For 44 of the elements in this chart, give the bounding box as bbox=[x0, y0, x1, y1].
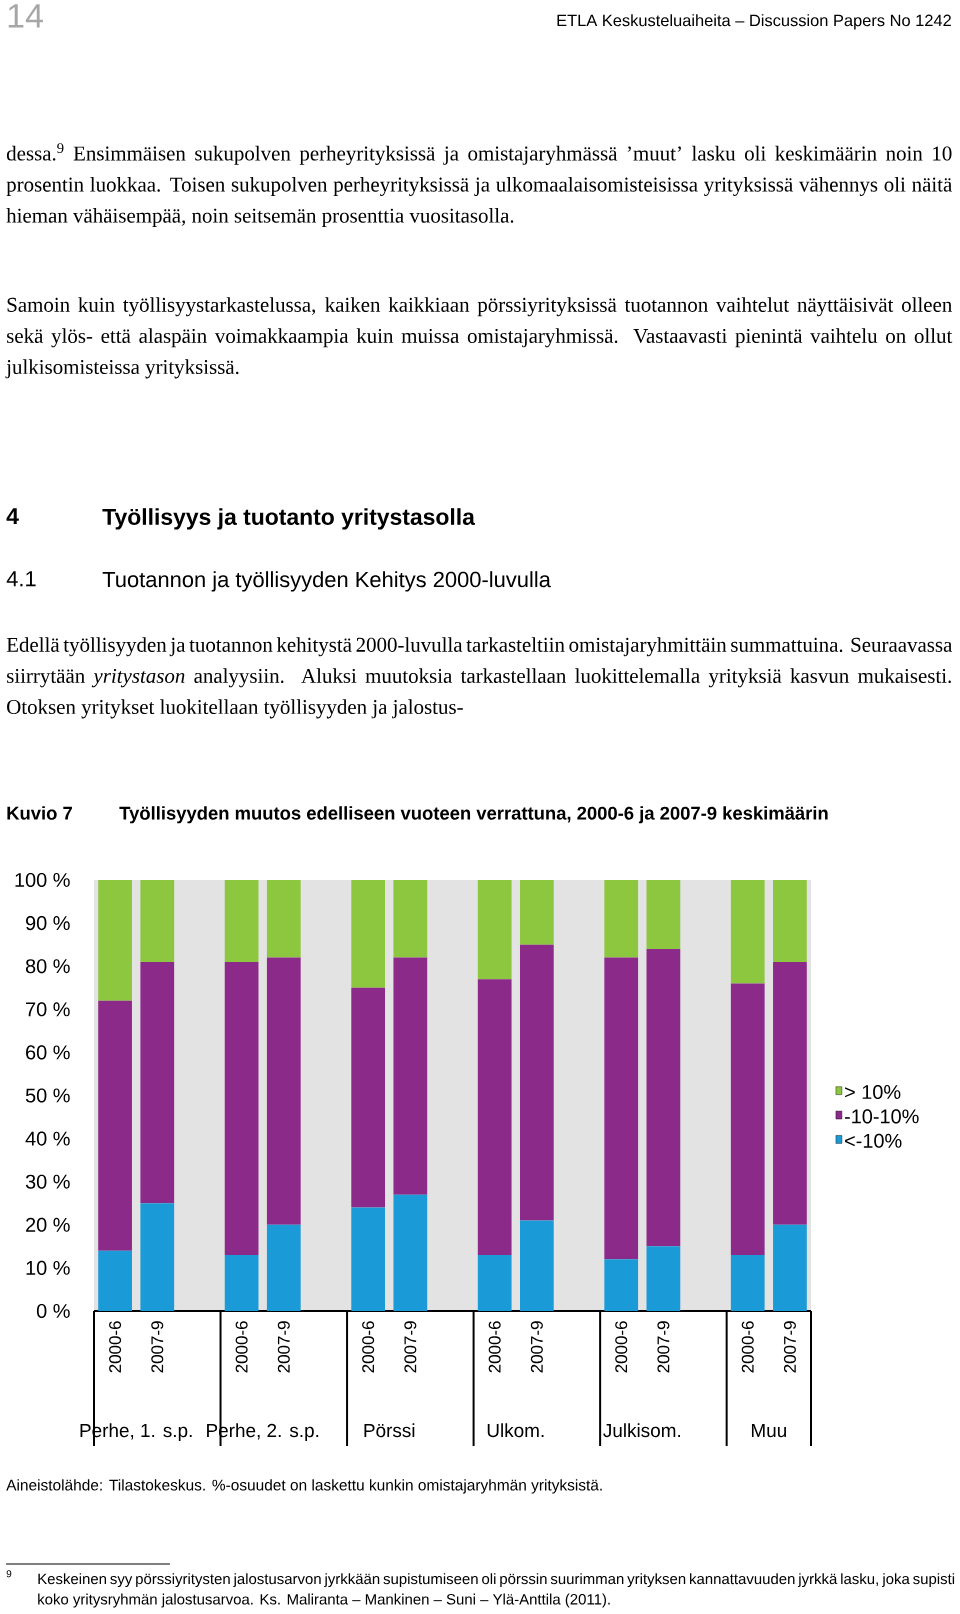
y-tick-label: 100 % bbox=[15, 872, 70, 888]
x-tick-label: 2007-9 bbox=[657, 1321, 670, 1373]
x-tick-label: 2007-9 bbox=[530, 1321, 543, 1373]
y-tick-label: 40 % bbox=[25, 1131, 70, 1146]
text: Muu bbox=[751, 1423, 786, 1438]
text: Kuvio 7 bbox=[7, 806, 72, 820]
text: Ulkom. bbox=[487, 1423, 544, 1438]
x-tick-label: 2000-6 bbox=[235, 1321, 248, 1373]
text: Tuotannon ja työllisyyden Kehitys 2000-luvulla bbox=[102, 571, 551, 592]
y-tick-label: 80 % bbox=[25, 959, 70, 974]
y-tick-label: 70 % bbox=[26, 1002, 70, 1017]
text: Aineistolähde: Tilastokeskus. %-osuudet on laskettu kunkin omistajaryhmän yrityksistä. bbox=[6, 1479, 602, 1494]
legend-label: <-10% bbox=[845, 1133, 902, 1148]
x-tick-label: 2000-6 bbox=[741, 1321, 754, 1373]
text: Työllisyys ja tuotanto yritystasolla bbox=[102, 508, 476, 530]
y-tick-label: 50 % bbox=[25, 1088, 70, 1103]
text: Keskeinen syy pörssiyritysten jalostusarvon jyrkkään supistumiseen oli pörssin suurimman yrityksen kannattavuuden jyrkkä lasku, joka supisti koko yritysryhmän jalostusarvoa. Ks. Maliranta – Mankinen – Suni – Ylä-Anttila (2011). bbox=[38, 1573, 955, 1608]
y-tick-label: 10 % bbox=[26, 1260, 70, 1275]
text: Pörssi bbox=[364, 1423, 415, 1438]
y-tick-label: 30 % bbox=[25, 1174, 70, 1189]
x-tick-label: 2000-6 bbox=[362, 1321, 375, 1373]
x-tick-label: 2000-6 bbox=[488, 1321, 501, 1373]
x-tick-label: 2000-6 bbox=[109, 1321, 122, 1373]
y-tick-label: 0 % bbox=[36, 1303, 70, 1319]
legend-label: > 10% bbox=[845, 1084, 901, 1100]
chart-title: Työllisyyden muutos edelliseen vuoteen verrattuna, 2000-6 ja 2007-9 keskimäärin bbox=[119, 806, 828, 824]
x-tick-label: 2007-9 bbox=[404, 1321, 417, 1373]
text: 14 bbox=[8, 4, 43, 28]
y-tick-label: 60 % bbox=[26, 1045, 70, 1060]
legend-label: -10-10% bbox=[844, 1109, 919, 1124]
text: ETLA Keskusteluaiheita – Discussion Papers No 1242 bbox=[557, 14, 951, 30]
x-tick-label: 2007-9 bbox=[151, 1321, 164, 1373]
x-tick-label: 2000-6 bbox=[615, 1321, 628, 1373]
y-tick-label: 20 % bbox=[26, 1217, 70, 1232]
text: 4 bbox=[6, 508, 19, 524]
y-tick-label: 90 % bbox=[26, 916, 70, 931]
text: 4.1 bbox=[6, 571, 36, 587]
text: dessa.$^{9}$ Ensimmäisen sukupolven perheyrityksissä ja omistajaryhmässä ’muut’ lasku oli keskimäärin noin 10 prosentin luokkaa. Toisen sukupolven perheyrityksissä ja ulkomaalaisomisteisissa yrityksissä vähennys oli näitä hieman vähäisempää, noin seitsemän prosenttia vuositasolla. bbox=[6, 143, 952, 227]
text: 9 bbox=[6, 1570, 12, 1578]
text: Julkisom. bbox=[603, 1423, 680, 1438]
x-tick-label: 2007-9 bbox=[277, 1321, 290, 1373]
text: Samoin kuin työllisyystarkastelussa, kaiken kaikkiaan pörssiyrityksissä tuotannon vaihtelut näyttäisivät olleen sekä ylös- että alaspäin voimakkaampia kuin muissa omistajaryhmissä. Vastaavasti pienintä vaihtelu on ollut julkisomisteissa yrityksissä. bbox=[5, 297, 953, 379]
text: Edellä työllisyyden ja tuotannon kehitystä 2000-luvulla tarkasteltiin omistajaryhmittäin summattuina. Seuraavassa siirrytään yritystason analyysiin. Aluksi muutoksia tarkastellaan luokittelemalla yrityksiä kasvun mukaisesti. Otoksen yritykset luokitellaan työllisyyden ja jalostus- bbox=[6, 637, 953, 719]
x-tick-label: 2007-9 bbox=[783, 1321, 796, 1373]
